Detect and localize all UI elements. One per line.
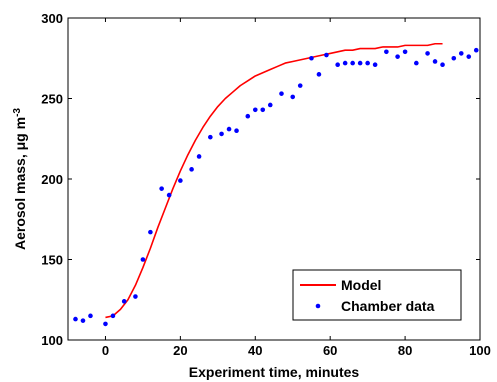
chamber-data-point xyxy=(189,167,194,172)
chamber-data-point xyxy=(395,54,400,59)
y-axis-label-exponent: -3 xyxy=(12,108,23,117)
y-tick-label: 200 xyxy=(41,172,63,187)
chamber-data-point xyxy=(365,60,370,66)
chamber-data-point xyxy=(466,54,472,59)
legend-chamber-label: Chamber data xyxy=(341,298,435,314)
chamber-data-point xyxy=(309,55,314,61)
chamber-data-point xyxy=(103,321,108,327)
chamber-data-point xyxy=(219,131,224,137)
chamber-data-point xyxy=(196,154,202,159)
chamber-data-point xyxy=(290,94,296,100)
chamber-data-point xyxy=(133,294,138,299)
chamber-data-point xyxy=(140,257,146,262)
chamber-data-point xyxy=(252,107,258,113)
x-tick-label: 40 xyxy=(248,343,262,358)
y-axis-label: Aerosol mass, μg m-3 xyxy=(12,108,29,250)
chamber-data-point xyxy=(335,62,340,67)
chamber-data-point xyxy=(279,91,284,96)
chamber-data-point xyxy=(414,60,419,66)
chamber-data-point xyxy=(110,313,116,319)
x-tick-label: 0 xyxy=(102,343,109,358)
chamber-data-point xyxy=(121,299,127,304)
y-tick-label: 100 xyxy=(41,333,63,348)
chamber-data-point xyxy=(324,52,329,58)
chamber-data-point xyxy=(432,59,438,64)
chamber-data-point xyxy=(350,60,355,66)
ticks-layer: 0 20 40 60 80 100 100 150 200 250 300 xyxy=(41,11,491,358)
chamber-data-point xyxy=(80,318,86,323)
chamber-data-point xyxy=(226,126,232,132)
y-tick-label: 300 xyxy=(41,11,63,26)
chamber-data-point xyxy=(372,62,378,67)
legend: Model Chamber data xyxy=(292,269,462,321)
legend-model-label: Model xyxy=(341,277,381,293)
x-tick-label: 100 xyxy=(469,343,491,358)
chamber-data-point xyxy=(73,316,78,322)
model-series-line xyxy=(105,42,443,319)
chamber-data-point xyxy=(260,107,266,113)
chamber-data-point xyxy=(402,49,408,55)
chamber-data-point xyxy=(245,113,251,119)
chamber-data-point xyxy=(267,102,273,108)
y-axis-label-mu: μ xyxy=(12,142,28,151)
y-tick-label: 150 xyxy=(41,253,63,268)
y-axis-label-unit: g m xyxy=(12,117,28,142)
x-tick-label: 20 xyxy=(173,343,187,358)
chamber-data-point xyxy=(148,229,153,235)
chamber-data-point xyxy=(166,192,172,198)
chamber-data-point xyxy=(234,128,239,133)
series-layer xyxy=(73,42,479,327)
chamber-data-point xyxy=(297,83,303,88)
y-axis-label-prefix: Aerosol mass, xyxy=(12,150,28,250)
chamber-data-point xyxy=(458,51,464,56)
chamber-data-point xyxy=(357,60,363,66)
chamber-data-point xyxy=(425,51,430,56)
x-tick-label: 60 xyxy=(323,343,337,358)
chamber-data-point xyxy=(178,178,183,183)
x-axis-label: Experiment time, minutes xyxy=(189,364,360,380)
chamber-data-point xyxy=(473,47,479,53)
y-tick-label: 250 xyxy=(41,92,63,107)
chamber-data-point xyxy=(88,313,93,319)
chamber-data-point xyxy=(159,186,164,191)
chamber-data-point xyxy=(208,134,213,140)
chamber-data-point xyxy=(384,49,389,55)
x-tick-label: 80 xyxy=(398,343,412,358)
legend-box xyxy=(292,269,462,321)
chamber-data-point xyxy=(451,55,457,61)
chamber-data-point xyxy=(342,60,348,66)
chamber-data-point xyxy=(440,62,445,67)
chamber-data-point xyxy=(316,72,322,77)
legend-chamber-marker xyxy=(315,303,321,309)
